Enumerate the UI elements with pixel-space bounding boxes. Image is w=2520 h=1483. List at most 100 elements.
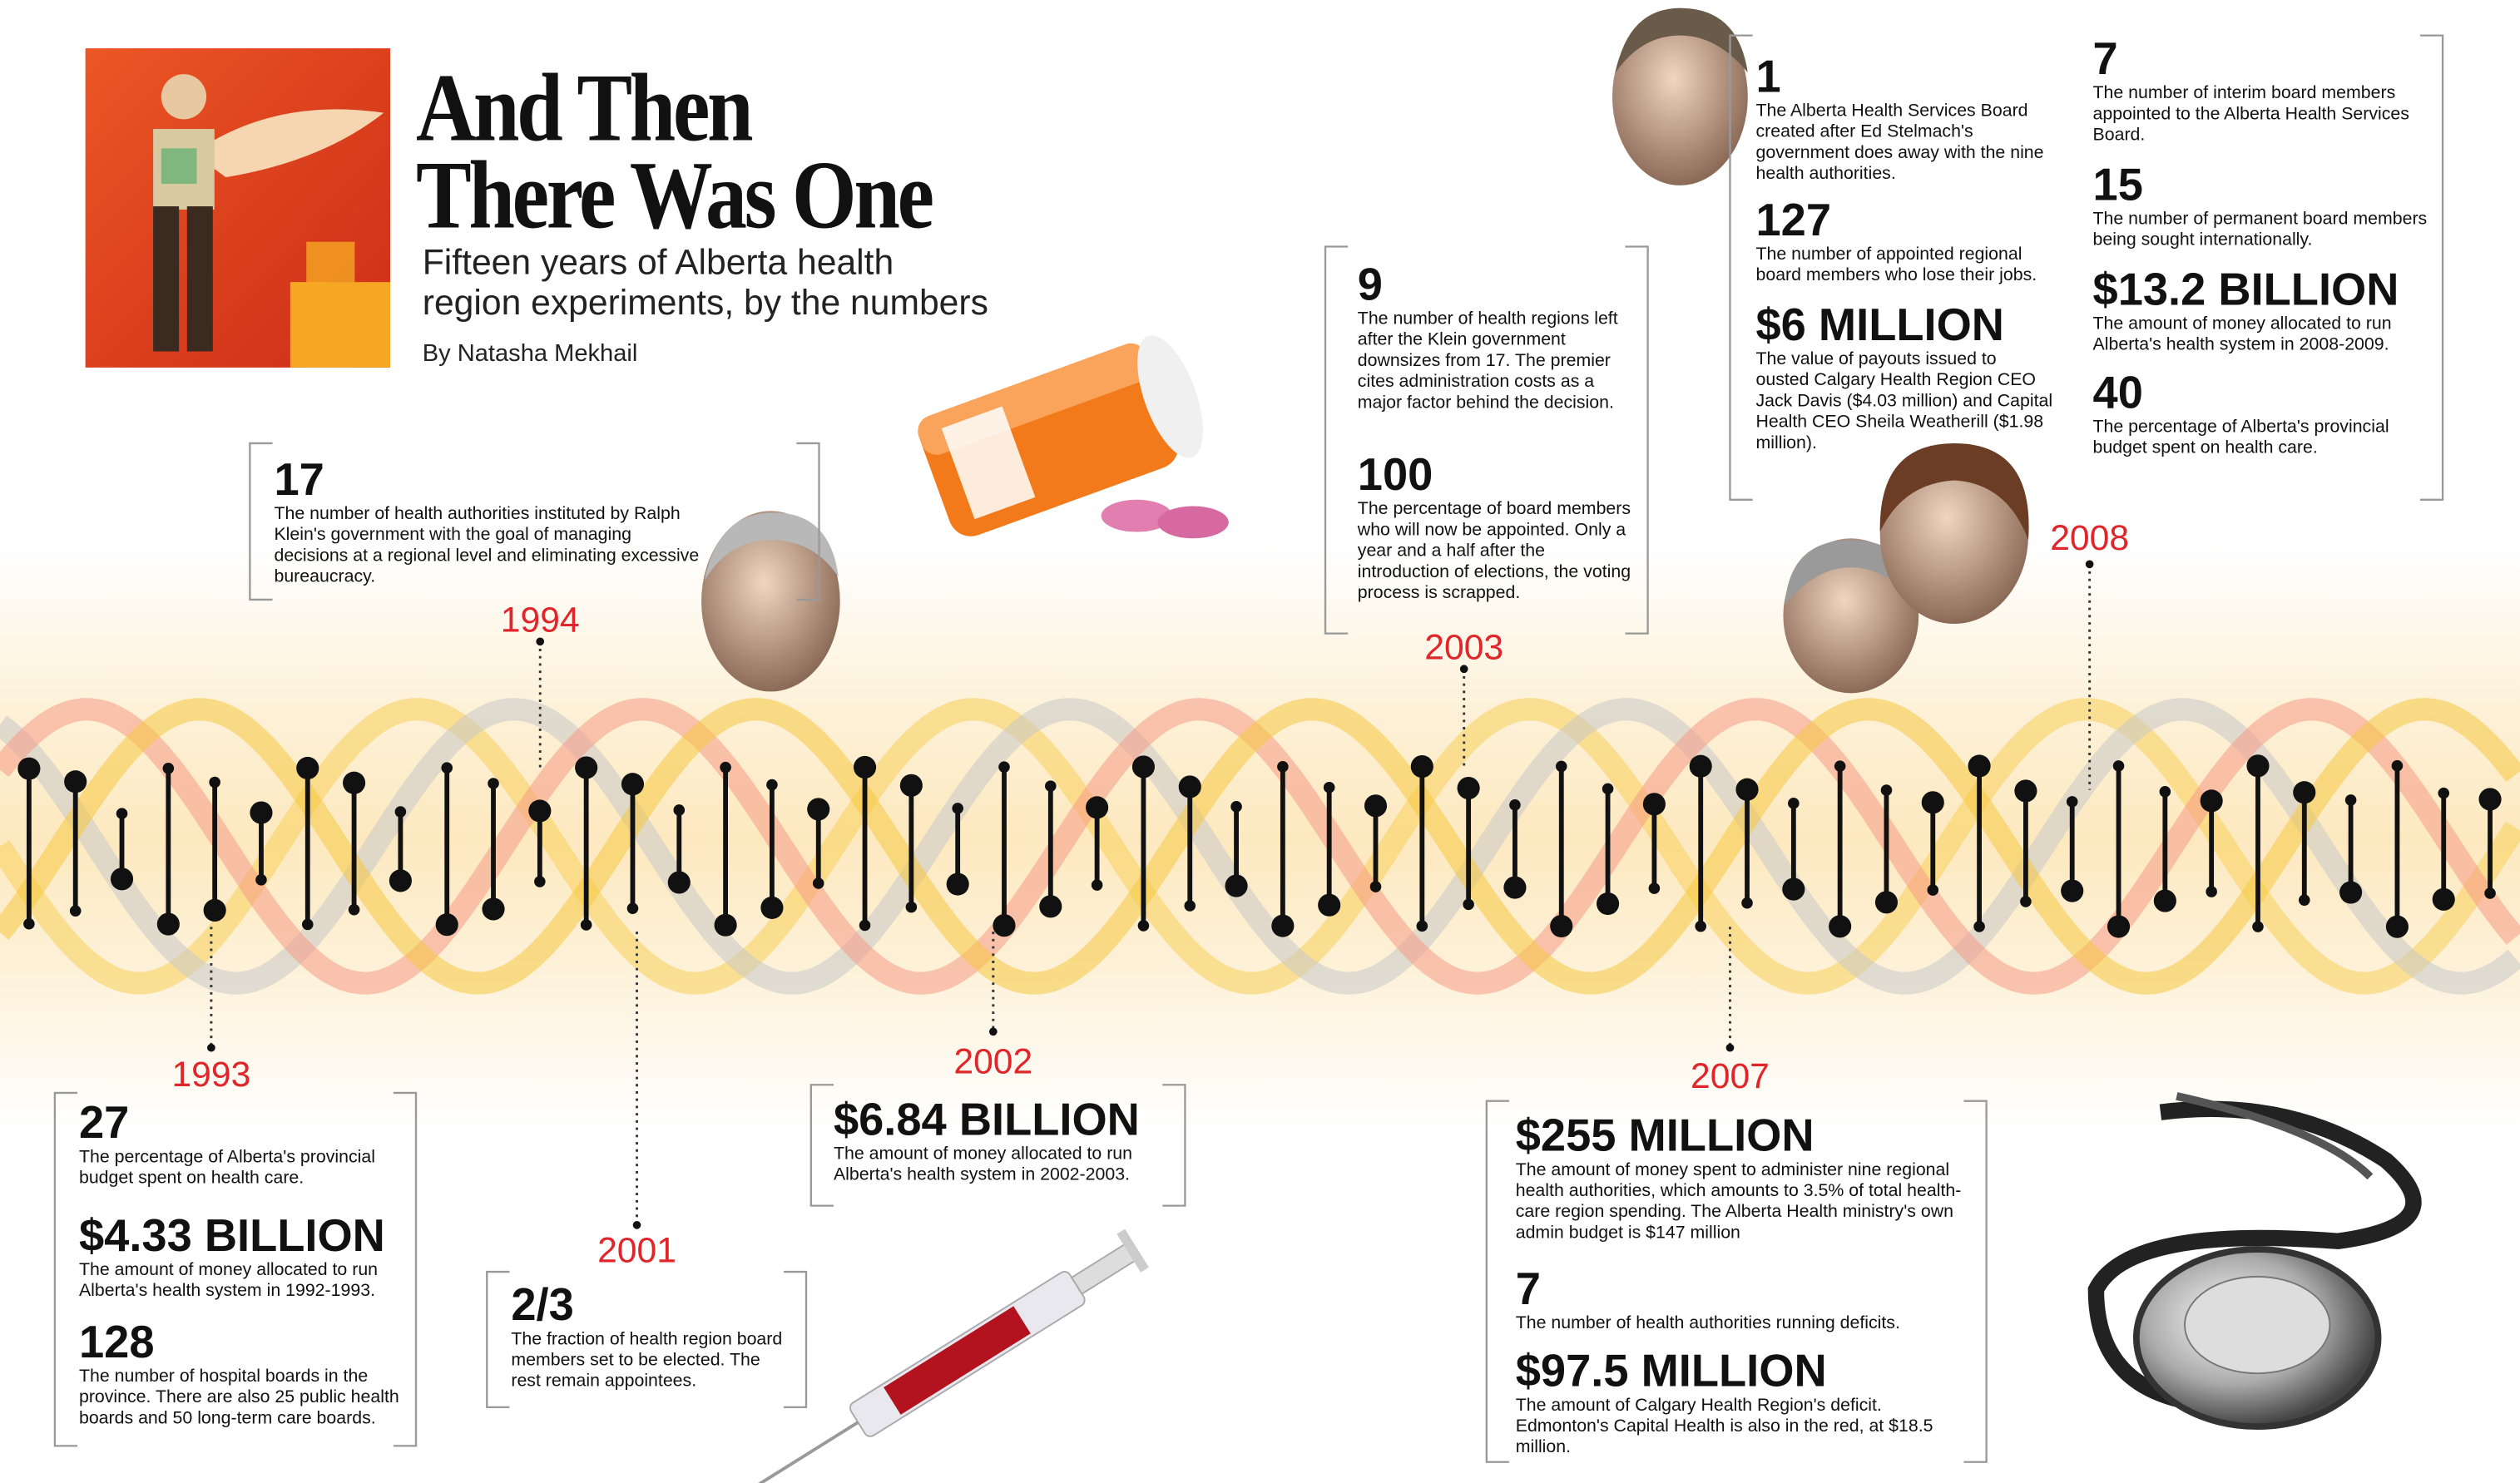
fact-text: The percentage of board members who will… [1358,500,1631,605]
helix-node [1875,891,1898,913]
helix-node [209,777,220,788]
helix-node [1643,793,1666,815]
helix-node [1927,884,1938,896]
helix-node [389,869,412,892]
title: And Then [416,65,750,152]
helix-node [2160,786,2171,798]
fact-figure: 27 [79,1100,129,1148]
fact-figure: $6.84 BILLION [834,1096,1140,1144]
fact-text: The percentage of Alberta's provincial b… [79,1148,402,1189]
helix-node [204,899,226,922]
helix-node [900,774,923,797]
helix-node [302,919,314,931]
fact-text: The percentage of Alberta's provincial b… [2093,418,2432,459]
fact-text: The amount of Calgary Health Region's de… [1516,1396,1975,1459]
fact-text: The number of hospital boards in the pro… [79,1367,409,1430]
helix-node [575,756,597,779]
helix-node [111,868,133,890]
helix-node [157,913,180,936]
helix-node [2339,881,2362,903]
helix-node [1184,900,1196,912]
helix-node [1179,775,1201,798]
helix-node [1092,879,1103,891]
helix-node [668,871,691,893]
helix-node [349,904,360,916]
helix-node [1597,892,1619,915]
helix-node [1463,899,1474,911]
fact-figure: 2/3 [511,1282,573,1330]
fact-text: The number of health authorities institu… [274,505,709,589]
helix-node [1271,915,1294,937]
helix-node [1458,777,1480,799]
helix-node [343,772,365,794]
infographic: And Then There Was One Fifteen years of … [0,0,2520,1483]
fact-text: The amount of money allocated to run Alb… [79,1261,402,1303]
helix-node [1411,755,1433,778]
helix-node [528,799,551,822]
year-label: 2008 [2050,517,2129,559]
helix-node [947,872,969,895]
year-label: 2002 [953,1041,1032,1083]
helix-node [2392,760,2404,772]
helix-node [1230,801,1242,813]
helix-node [1138,920,1150,932]
helix-node [715,914,737,937]
fact-figure: $6 MILLION [1755,301,2003,349]
helix-node [1968,754,1991,777]
stethoscope [2096,1096,2414,1426]
helix-node [581,919,592,931]
pill-bottle [913,327,1229,542]
helix-node [1690,755,1712,778]
helix-node [2438,788,2449,799]
helix-node [1364,794,1387,817]
fact-figure: 127 [1755,196,1831,245]
helix-node [1509,799,1521,811]
helix-node [395,806,407,818]
fact-text: The amount of money allocated to run Alb… [834,1144,1156,1186]
helix-node [534,876,546,887]
helix-node [1735,779,1758,801]
byline: By Natasha Mekhail [423,340,638,368]
subtitle: Fifteen years of Alberta health [423,242,894,282]
helix-node [2293,781,2315,803]
helix-node [2484,887,2496,899]
helix-node [1829,915,1851,937]
fact-figure: $13.2 BILLION [2093,266,2399,314]
helix-node [1782,878,1805,901]
helix-node [2201,789,2223,812]
fact-text: The number of appointed regional board m… [1755,245,2054,287]
helix-node [807,798,829,820]
fact-figure: $4.33 BILLION [79,1212,385,1260]
fact-text: The number of permanent board members be… [2093,210,2432,251]
helix-node [1417,921,1428,932]
helix-node [64,770,87,793]
helix-node [952,803,963,814]
helix-node [766,779,778,791]
helix-node [2299,894,2310,906]
year-label: 1993 [171,1054,250,1095]
helix-node [1045,780,1057,792]
fact-figure: 100 [1358,452,1433,500]
fact-figure: 128 [79,1318,155,1367]
leader-dot [207,1044,215,1052]
helix-node [70,905,82,917]
helix-node [2061,879,2083,902]
helix-node [2020,896,2032,907]
fact-text: The amount of money allocated to run Alb… [2093,314,2432,356]
helix-node [255,874,267,886]
helix-node [2386,916,2409,938]
fact-figure: 7 [2093,36,2118,84]
helix-node [488,778,499,789]
fact-figure: 7 [1516,1265,1541,1313]
year-label: 2003 [1424,627,1503,669]
helix-node [627,902,639,914]
helix-node [17,758,40,780]
helix-node [163,763,175,774]
helix-node [250,802,272,824]
helix-node [1039,895,1062,917]
fact-figure: $255 MILLION [1516,1112,1814,1160]
helix-node [1503,877,1526,899]
helix-node [2206,886,2217,897]
fact-text: The fraction of health region board memb… [511,1330,785,1393]
fact-text: The number of health authorities running… [1516,1313,1975,1334]
